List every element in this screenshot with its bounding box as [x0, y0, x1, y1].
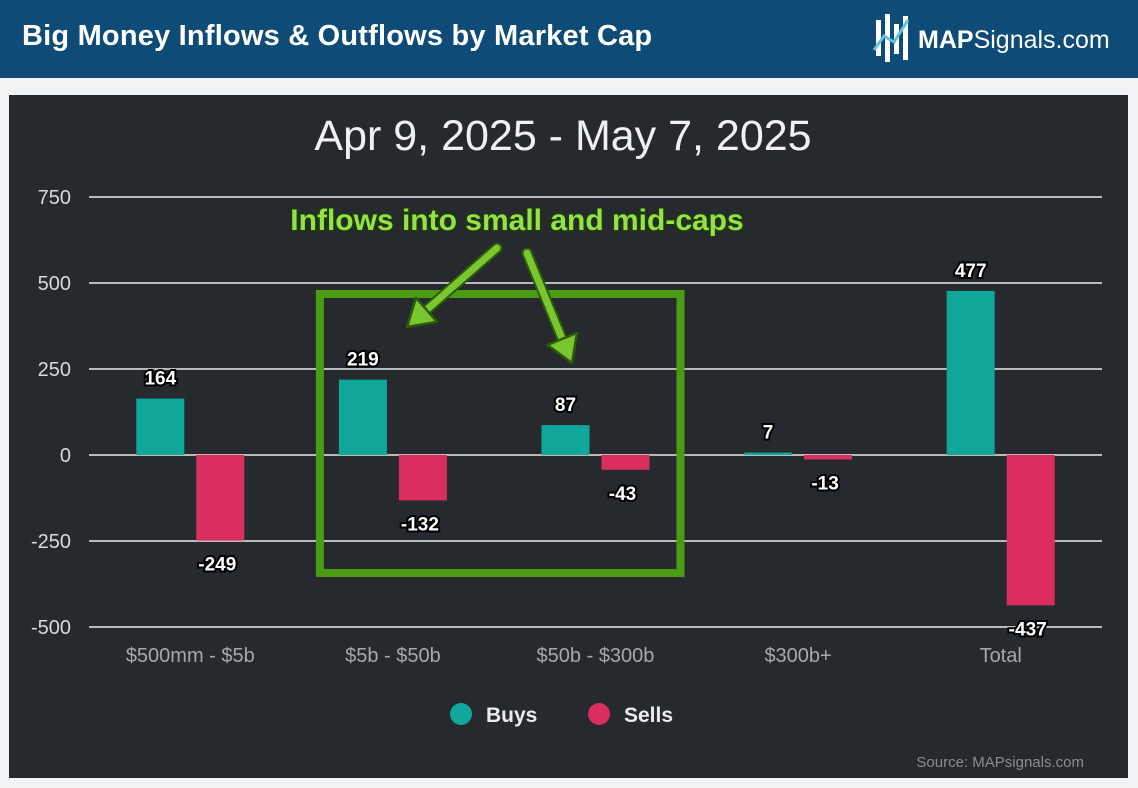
x-axis: $500mm - $5b $5b - $50b $50b - $300b $300b+… — [126, 645, 1022, 667]
x-tick-label: $500mm - $5b — [126, 645, 255, 667]
y-tick-label: 750 — [38, 187, 71, 209]
sells-legend-label[interactable]: Sells — [624, 704, 673, 727]
header-title: Big Money Inflows & Outflows by Market C… — [22, 20, 653, 52]
x-tick-label: $300b+ — [764, 645, 831, 667]
buys-bar-3[interactable] — [744, 452, 793, 455]
buys-legend-label[interactable]: Buys — [486, 704, 537, 727]
arrow-left-icon — [405, 242, 503, 329]
brand-name: MAPSignals.com — [918, 26, 1110, 55]
sells-bar-4[interactable] — [1006, 455, 1055, 606]
x-tick-label: $50b - $300b — [537, 645, 655, 667]
buys-legend-swatch — [450, 703, 472, 725]
sells-bar-3[interactable] — [804, 455, 853, 460]
highlight-box — [315, 290, 685, 577]
annotation: Inflows into small and mid-caps — [289, 203, 745, 577]
sells-value-label: -43 — [609, 484, 636, 505]
buys-value-label: 477 — [955, 261, 987, 282]
bars — [136, 290, 1055, 606]
arrow-right-icon — [521, 247, 579, 365]
x-tick-label: Total — [980, 645, 1022, 667]
sells-value-label: -249 — [198, 555, 236, 576]
sells-value-label: -437 — [1009, 619, 1047, 640]
brand-name-rest: Signals.com — [973, 26, 1110, 54]
sells-bar-0[interactable] — [196, 455, 245, 541]
chart-panel: Apr 9, 2025 - May 7, 2025 750 500 250 0 -250… — [9, 95, 1128, 778]
sells-value-label: -13 — [811, 473, 838, 494]
y-tick-label: -500 — [31, 617, 71, 639]
sells-legend-swatch — [588, 703, 610, 725]
mapsignals-logo-icon — [872, 14, 910, 62]
y-tick-label: -250 — [31, 531, 71, 553]
y-tick-label: 500 — [38, 273, 71, 295]
data-labels: 164 219 87 7 477 -249 -132 -43 -13 -437 — [142, 259, 1048, 642]
annotation-text: Inflows into small and mid-caps — [290, 204, 743, 237]
header-bar: Big Money Inflows & Outflows by Market C… — [0, 0, 1138, 78]
y-tick-label: 0 — [60, 445, 71, 467]
chart-title: Apr 9, 2025 - May 7, 2025 — [314, 112, 811, 160]
buys-bar-0[interactable] — [136, 398, 185, 455]
bar-chart: Apr 9, 2025 - May 7, 2025 750 500 250 0 -250… — [31, 112, 1102, 771]
y-axis: 750 500 250 0 -250 -500 — [31, 187, 71, 639]
sells-bar-2[interactable] — [601, 455, 650, 470]
legend: Buys Sells — [450, 703, 673, 727]
buys-value-label: 87 — [555, 395, 576, 416]
buys-bar-1[interactable] — [338, 379, 387, 455]
buys-value-label: 7 — [763, 423, 774, 444]
buys-value-label: 219 — [347, 350, 379, 371]
y-tick-label: 250 — [38, 359, 71, 381]
sells-value-label: -132 — [401, 514, 439, 535]
brand-name-bold: MAP — [918, 26, 974, 54]
brand-logo[interactable]: MAPSignals.com — [872, 10, 1122, 68]
buys-bar-4[interactable] — [946, 290, 995, 455]
sells-bar-1[interactable] — [398, 455, 447, 501]
source-note: Source: MAPsignals.com — [916, 754, 1084, 771]
buys-bar-2[interactable] — [541, 425, 590, 455]
buys-value-label: 164 — [144, 369, 176, 390]
grid-lines — [89, 196, 1102, 628]
x-tick-label: $5b - $50b — [345, 645, 441, 667]
